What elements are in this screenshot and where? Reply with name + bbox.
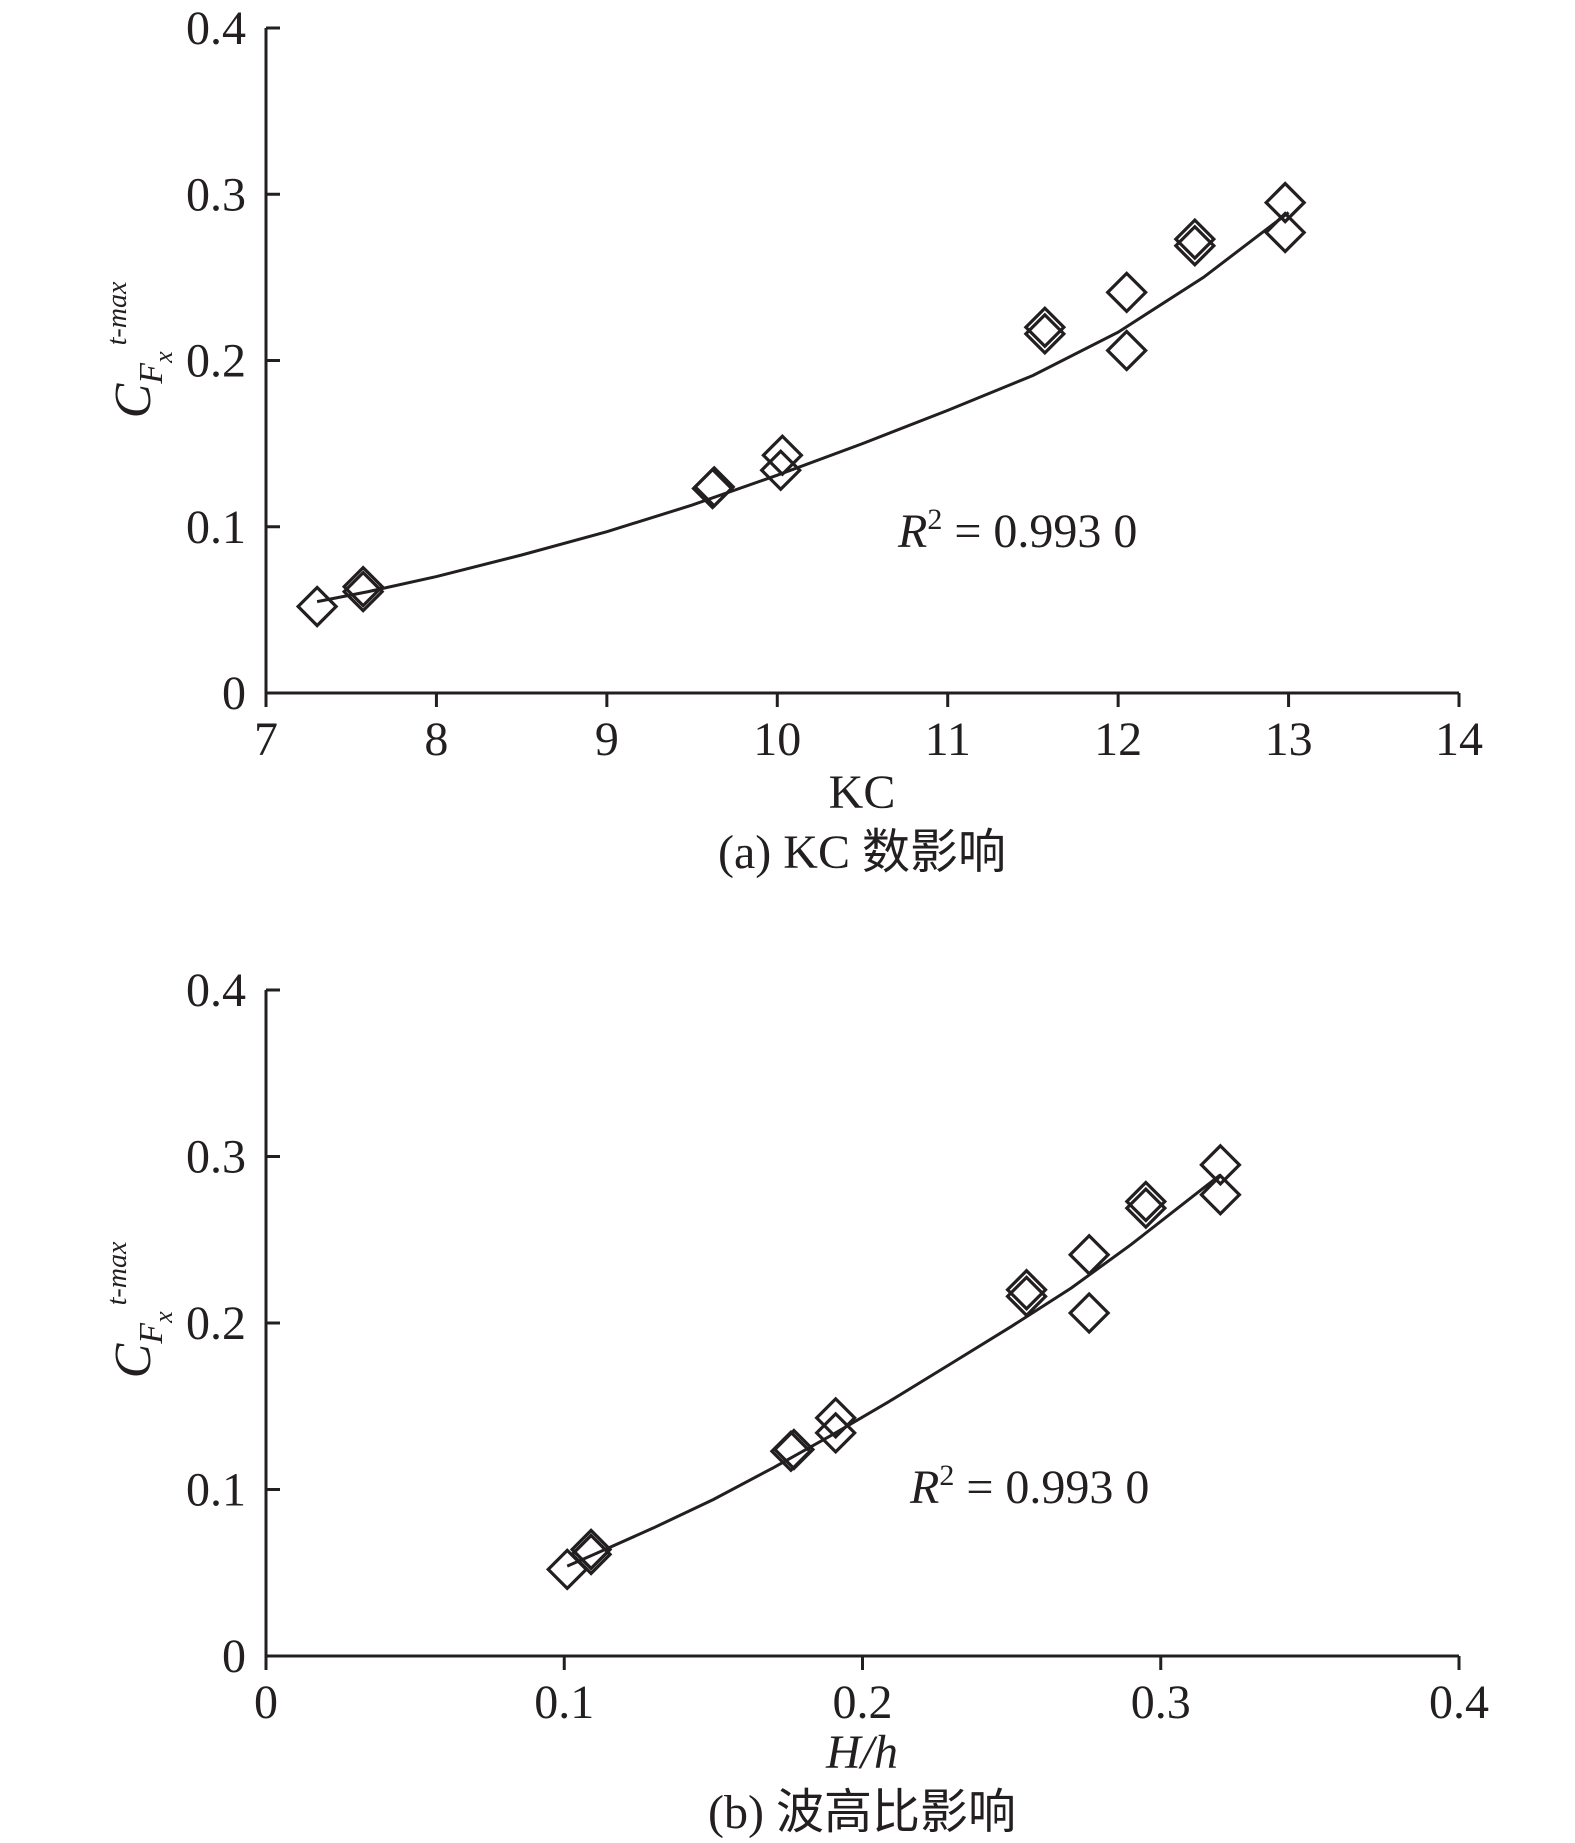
panel-a-r2-var: R [897,505,927,558]
data-point [1199,1173,1242,1217]
data-point [761,433,804,477]
panel-b-y-label-sup-text: t-max [102,1241,133,1305]
panel-a-r2-text: = 0.993 0 [942,505,1137,558]
x-tick-label: 7 [254,713,278,766]
panel-a-y-label-sub: F [133,362,170,385]
panel-b-x-axis-label: H/h [825,1726,898,1779]
data-point [341,570,385,613]
x-tick-label: 8 [424,713,448,766]
data-point [1105,271,1148,314]
data-point [1124,1180,1168,1223]
data-point [1263,181,1307,224]
data-point [772,1428,816,1471]
data-point [1067,1233,1111,1276]
x-tick-label: 12 [1094,713,1142,766]
x-tick-label: 0.1 [534,1676,594,1729]
x-tick-label: 0 [254,1676,278,1729]
panel-a-caption: (a) KC 数影响 [718,826,1006,879]
y-tick-label: 0.1 [186,1464,246,1517]
panel-b: 0 0.1 0.2 0.3 0.4 0 0.1 0.2 0.3 0.4 H/h CFx t-max… [102,964,1489,1839]
data-point [814,1396,857,1440]
panel-a-r2-annotation: R2 = 0.993 0 [897,503,1137,558]
panel-b-y-label-sub: F [133,1322,170,1345]
panel-a-y-label-base: C [105,382,162,418]
panel-b-y-axis-label: CFx t-max [102,1241,178,1378]
data-point [1067,1291,1111,1335]
panel-b-fit-line [566,1173,1222,1568]
panel-a-y-axis-label: CFx t-max [102,281,178,418]
y-tick-label: 0.1 [186,501,246,554]
data-point [1105,329,1148,372]
panel-b-r2-annotation: R2 = 0.993 0 [909,1459,1149,1514]
data-point [1023,312,1067,356]
data-point [1263,211,1307,254]
y-tick-label: 0.3 [186,168,246,221]
panel-b-y-label-base: C [105,1342,162,1378]
panel-b-points [545,1143,1242,1591]
x-tick-label: 11 [925,713,971,766]
panel-b-r2-var: R [909,1461,939,1514]
y-tick-label: 0.2 [186,335,246,388]
data-point [1023,305,1067,349]
data-point [692,465,736,509]
panel-a-y-ticks: 0 0.1 0.2 0.3 0.4 [186,2,280,720]
data-point [569,1533,613,1576]
panel-b-r2-text: = 0.993 0 [954,1461,1149,1514]
panel-a: 7 8 9 10 11 12 13 14 00.10.20.30.4 KC CFxt-max … [102,2,1483,879]
data-point [569,1528,613,1571]
data-point [1199,1143,1242,1187]
x-tick-label: 0.2 [833,1676,893,1729]
x-tick-label: 9 [595,713,619,766]
y-tick-label: 0.4 [186,964,246,1017]
data-point [1124,1186,1168,1230]
panel-a-x-ticks: 7 8 9 10 11 12 13 14 [254,693,1483,766]
x-tick-label: 0.4 [1429,1676,1489,1729]
x-tick-label: 0.3 [1131,1676,1191,1729]
y-tick-label: 0.3 [186,1131,246,1184]
panel-b-y-ticks: 0 0.1 0.2 0.3 0.4 [186,964,280,1683]
y-tick-label: 0 [222,1630,246,1683]
panel-b-y-label-subsub: x [149,1311,178,1324]
y-tick-label: 0.2 [186,1297,246,1350]
panel-a-fit-line [316,211,1290,604]
panel-a-y-label-sup-text: t-max [102,281,133,345]
panel-b-y-label-sup: t-max [102,1241,133,1305]
data-point [1005,1268,1048,1311]
panel-a-y-label-subsub: x [149,351,178,364]
panel-b-caption: (b) 波高比影响 [708,1786,1016,1839]
panel-a-y-label-sup: t-max [102,281,133,345]
x-tick-label: 14 [1435,713,1483,766]
panel-b-x-ticks: 0 0.1 0.2 0.3 0.4 [254,1656,1489,1729]
panel-b-r2-sup: 2 [939,1459,954,1492]
data-point [1173,224,1217,268]
panel-a-r2-sup: 2 [927,503,942,536]
data-point [814,1411,857,1455]
data-point [295,585,339,628]
data-point [1005,1275,1048,1318]
x-tick-label: 10 [753,713,801,766]
data-point [341,565,385,608]
data-point [1173,217,1217,261]
x-tick-label: 13 [1265,713,1313,766]
y-tick-label: 0 [222,667,246,720]
y-tick-label: 0.4 [186,2,246,55]
panel-a-points [295,181,1307,628]
panel-a-x-axis-label: KC [829,766,896,819]
